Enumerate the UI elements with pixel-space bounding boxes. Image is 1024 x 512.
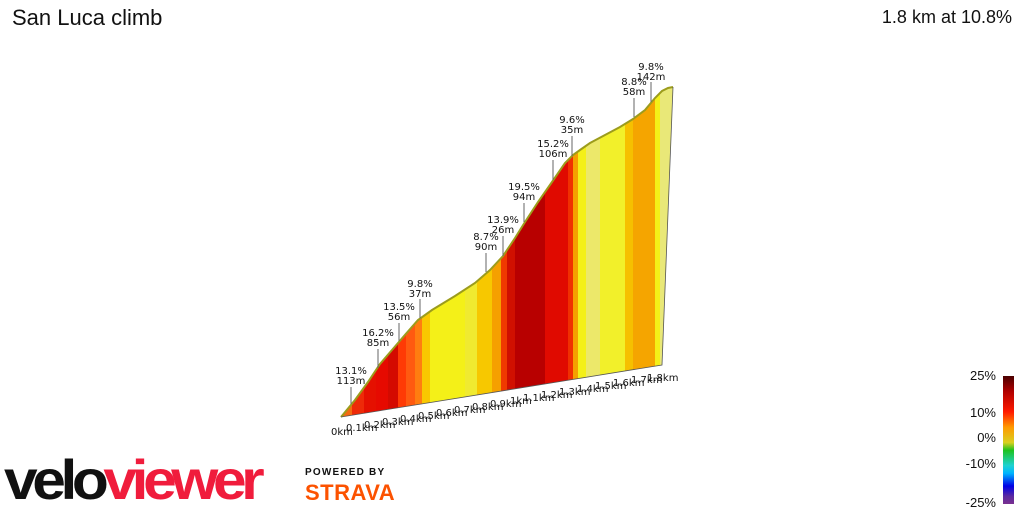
segment-annotations: 13.1% 113m 16.2% 85m 13.5% 56m 9.8% 37m … [335,62,665,404]
svg-text:1.1km: 1.1km [523,393,554,404]
gradient-colorbar: 25% 10% 0% -10% -25% [950,368,1024,512]
svg-text:1.7km: 1.7km [631,375,662,386]
profile-base [340,86,674,418]
svg-text:0.4km: 0.4km [400,414,431,425]
svg-text:37m: 37m [409,289,431,300]
svg-text:13.9%: 13.9% [487,215,519,226]
svg-text:0.6km: 0.6km [436,408,467,419]
svg-text:94m: 94m [513,192,535,203]
svg-text:0.1km: 0.1km [346,423,377,434]
svg-text:0.7km: 0.7km [454,405,485,416]
svg-text:1.8km: 1.8km [647,373,678,384]
svg-text:0.9km: 0.9km [490,399,521,410]
svg-text:0.8km: 0.8km [472,402,503,413]
veloviewer-logo: veloviewer [4,448,265,511]
svg-text:1.2km: 1.2km [541,390,572,401]
svg-text:1.6km: 1.6km [613,378,644,389]
strava-logo: STRAVA [305,480,396,505]
svg-text:58m: 58m [623,87,645,98]
svg-text:90m: 90m [475,242,497,253]
svg-text:8.7%: 8.7% [473,232,498,243]
legend-label-25: 25% [969,368,996,383]
profile-outline [340,86,674,418]
svg-text:19.5%: 19.5% [508,182,540,193]
svg-text:1.5km: 1.5km [595,381,626,392]
svg-text:16.2%: 16.2% [362,328,394,339]
svg-text:26m: 26m [492,225,514,236]
svg-text:35m: 35m [561,125,583,136]
svg-text:8.8%: 8.8% [621,77,646,88]
svg-text:9.8%: 9.8% [407,279,432,290]
svg-text:1.4km: 1.4km [577,384,608,395]
svg-text:1km: 1km [510,396,532,407]
svg-text:1.3km: 1.3km [559,387,590,398]
powered-by-label: POWERED BY [305,467,386,478]
svg-text:9.6%: 9.6% [559,115,584,126]
svg-text:15.2%: 15.2% [537,139,569,150]
svg-text:0.5km: 0.5km [418,411,449,422]
svg-text:0km: 0km [331,427,353,438]
legend-label-10: 10% [969,405,996,420]
svg-text:0.3km: 0.3km [382,417,413,428]
legend-label-minus10: -10% [965,456,996,471]
x-axis-ticks: 0km 0.1km 0.2km 0.3km 0.4km 0.5km 0.6km … [331,373,678,438]
svg-text:56m: 56m [388,312,410,323]
legend-label-minus25: -25% [965,495,996,510]
svg-text:113m: 113m [337,376,366,387]
svg-text:9.8%: 9.8% [638,62,663,73]
legend-label-0: 0% [977,430,996,445]
gradient-bands [341,87,673,417]
colorbar-gradient [1003,376,1014,504]
climb-title: San Luca climb [12,5,163,30]
svg-text:13.5%: 13.5% [383,302,415,313]
svg-text:0.2km: 0.2km [364,420,395,431]
climb-summary: 1.8 km at 10.8% [881,7,1012,27]
svg-text:85m: 85m [367,338,389,349]
svg-text:142m: 142m [637,72,666,83]
svg-text:106m: 106m [539,149,568,160]
svg-text:13.1%: 13.1% [335,366,367,377]
